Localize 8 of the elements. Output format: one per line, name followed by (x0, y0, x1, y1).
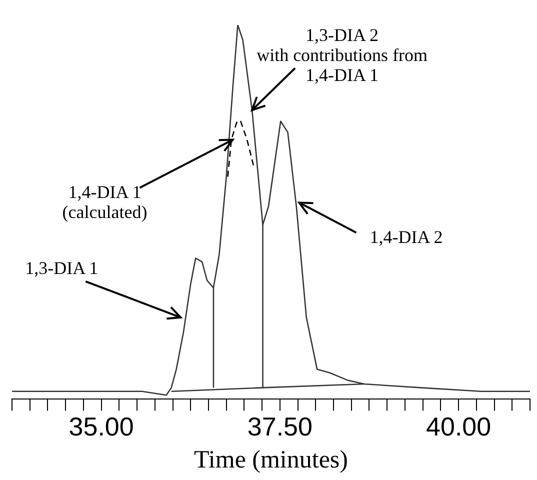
annotation: 1,3-DIA 1 (25, 258, 98, 278)
annotation: 1,4-DIA 2 (370, 226, 443, 247)
annotation: 1,3-DIA 2 with contributions from 1,4-DIA 1 (256, 25, 428, 86)
x-tick-label: 40.00 (426, 412, 492, 442)
x-tick-label: 37.50 (247, 412, 312, 442)
x-tick-label: 35.00 (68, 412, 134, 442)
annotation: 1,4-DIA 1 (calculated) (62, 182, 148, 222)
x-axis-title: Time (minutes) (194, 446, 348, 474)
